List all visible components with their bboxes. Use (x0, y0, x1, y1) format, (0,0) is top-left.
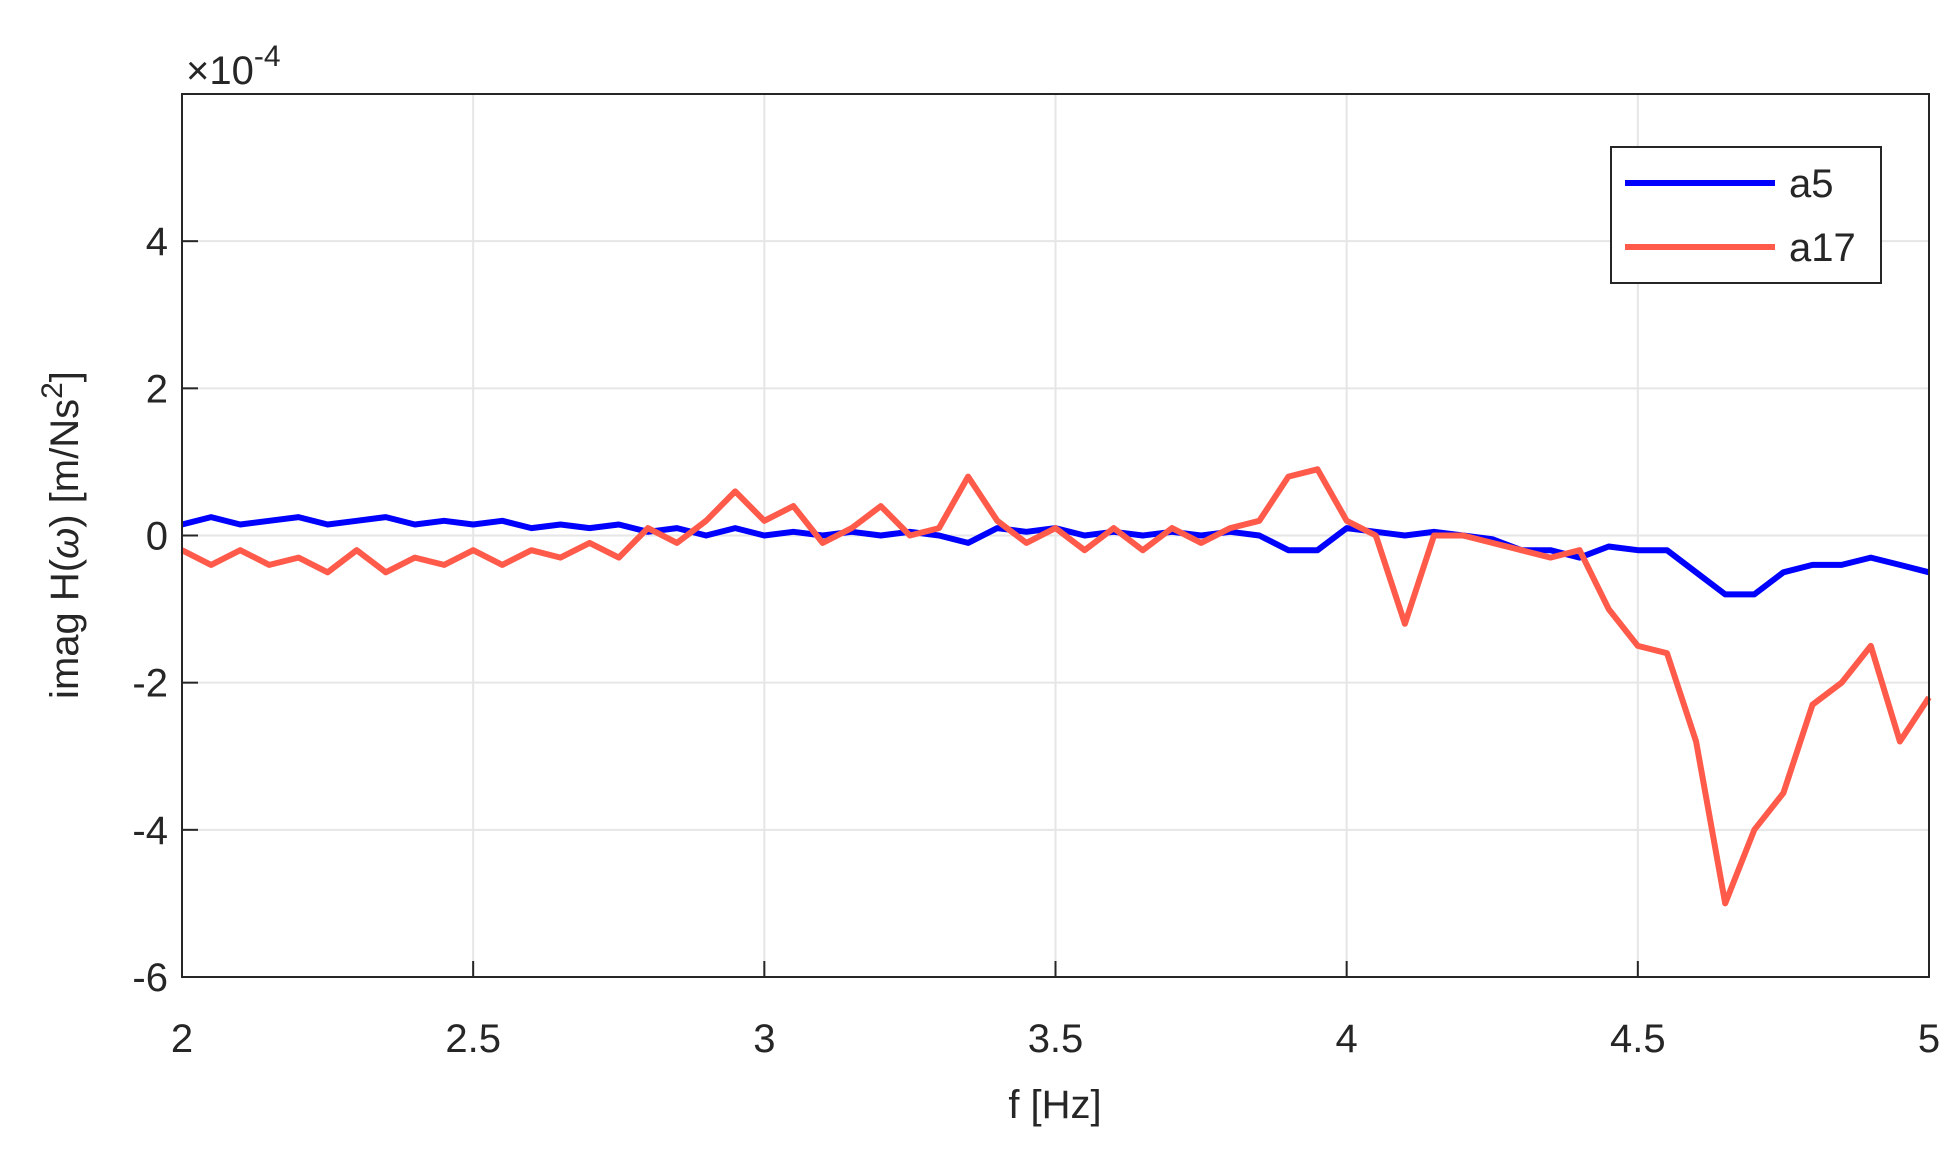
y-tick-label: -2 (132, 662, 168, 706)
y-tick-label: 2 (146, 367, 168, 411)
y-tick-label: 0 (146, 515, 168, 559)
series-line (180, 466, 1932, 907)
x-tick-label: 4.5 (1610, 1017, 1666, 1061)
x-tick-label: 2.5 (445, 1017, 501, 1061)
x-tick-label: 4 (1336, 1017, 1358, 1061)
x-tick-label: 3.5 (1028, 1017, 1084, 1061)
y-tick-label: -6 (132, 956, 168, 1000)
x-tick-label: 2 (171, 1017, 193, 1061)
ylabel-part: ω (43, 528, 87, 559)
y-multiplier: ×10-4 (186, 40, 281, 93)
legend-label: a5 (1789, 162, 1834, 206)
legend-label: a17 (1789, 226, 1856, 270)
y-axis-label: imag H(ω) [m/Ns2] (36, 371, 87, 699)
legend-box (1610, 146, 1882, 284)
axes-box (181, 93, 1930, 978)
multiplier-base: ×10 (186, 49, 254, 93)
ylabel-part: ] (43, 371, 87, 382)
x-tick-label: 3 (753, 1017, 775, 1061)
y-tick-label: -4 (132, 809, 168, 853)
x-tick-label: 5 (1918, 1017, 1940, 1061)
x-axis-label: f [Hz] (1008, 1083, 1101, 1127)
ylabel-part: imag H( (43, 558, 87, 699)
y-tick-label: 4 (146, 220, 168, 264)
multiplier-exponent: -4 (254, 40, 281, 73)
ylabel-sup: 2 (36, 382, 69, 399)
ylabel-part: ) [m/Ns (43, 399, 87, 528)
